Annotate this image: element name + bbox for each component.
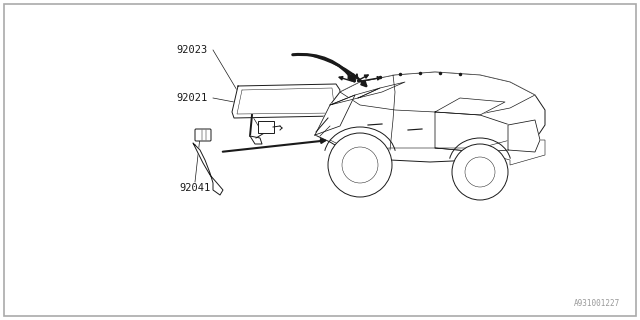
Text: 92023: 92023 bbox=[176, 45, 207, 55]
Polygon shape bbox=[315, 72, 545, 162]
FancyBboxPatch shape bbox=[258, 121, 274, 133]
Circle shape bbox=[452, 144, 508, 200]
Polygon shape bbox=[250, 136, 262, 144]
FancyBboxPatch shape bbox=[195, 129, 211, 141]
Polygon shape bbox=[358, 82, 405, 98]
Circle shape bbox=[328, 133, 392, 197]
Polygon shape bbox=[508, 120, 540, 152]
Polygon shape bbox=[435, 98, 505, 115]
Polygon shape bbox=[193, 143, 223, 195]
Polygon shape bbox=[435, 112, 510, 152]
Polygon shape bbox=[315, 95, 355, 135]
Text: 92041: 92041 bbox=[179, 183, 211, 193]
Polygon shape bbox=[330, 88, 380, 105]
Polygon shape bbox=[340, 72, 535, 115]
Polygon shape bbox=[232, 84, 340, 118]
Text: A931001227: A931001227 bbox=[573, 299, 620, 308]
Text: 92021: 92021 bbox=[176, 93, 207, 103]
Polygon shape bbox=[330, 140, 545, 165]
